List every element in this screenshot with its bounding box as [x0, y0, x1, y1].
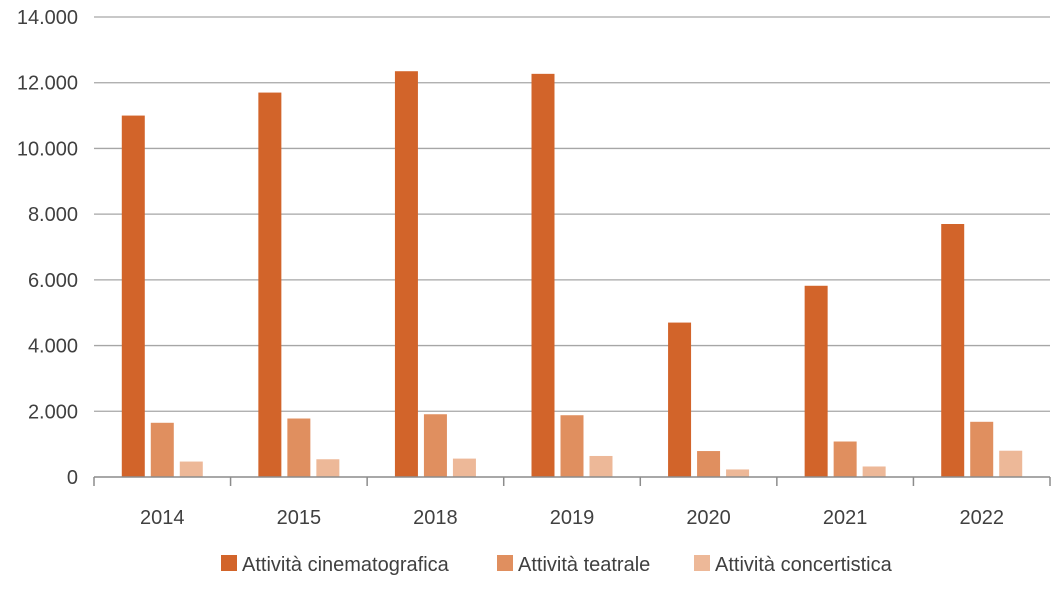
y-tick-label: 14.000: [17, 7, 78, 29]
bar: [668, 322, 692, 477]
y-tick-label: 8.000: [28, 204, 78, 226]
bar: [970, 421, 994, 477]
bar: [121, 115, 145, 478]
legend: Attività cinematografica Attività teatral…: [221, 554, 893, 576]
bar: [804, 285, 828, 477]
bar: [394, 71, 418, 477]
bar: [560, 415, 584, 477]
x-tick-label: 2015: [277, 507, 322, 529]
bar: [531, 73, 555, 477]
legend-label: Attività teatrale: [518, 554, 650, 576]
bar: [258, 92, 282, 478]
x-tick-label: 2021: [823, 507, 868, 529]
legend-swatch: [221, 555, 237, 571]
x-tick-label: 2014: [140, 507, 185, 529]
bar: [726, 469, 750, 477]
bar: [423, 414, 447, 477]
y-tick-label: 4.000: [28, 336, 78, 358]
x-axis: 2014 2015 2018 2019 2020 2021 2022: [93, 476, 1051, 529]
legend-label: Attività cinematografica: [242, 554, 450, 576]
grid-lines: [94, 16, 1050, 412]
legend-swatch: [694, 555, 710, 571]
bar: [452, 458, 476, 477]
bar-series: [121, 71, 1023, 478]
y-tick-label: 12.000: [17, 73, 78, 95]
y-tick-label: 0: [67, 467, 78, 489]
bar: [999, 450, 1023, 477]
x-tick-label: 2018: [413, 507, 458, 529]
bar: [833, 441, 857, 477]
bar: [697, 451, 721, 477]
bar: [316, 459, 340, 477]
legend-swatch: [497, 555, 513, 571]
bar: [287, 418, 311, 477]
bar: [179, 461, 203, 477]
bar: [941, 224, 965, 477]
y-tick-label: 6.000: [28, 270, 78, 292]
bar: [150, 422, 174, 477]
bar: [589, 455, 613, 477]
y-axis-tick-labels: 0 2.000 4.000 6.000 8.000 10.000 12.000 14.000: [17, 7, 78, 489]
x-tick-label: 2022: [959, 507, 1004, 529]
legend-label: Attività concertistica: [715, 554, 893, 576]
y-tick-label: 10.000: [17, 138, 78, 160]
y-tick-label: 2.000: [28, 401, 78, 423]
bar: [862, 466, 886, 477]
x-tick-label: 2020: [686, 507, 731, 529]
x-tick-label: 2019: [550, 507, 595, 529]
